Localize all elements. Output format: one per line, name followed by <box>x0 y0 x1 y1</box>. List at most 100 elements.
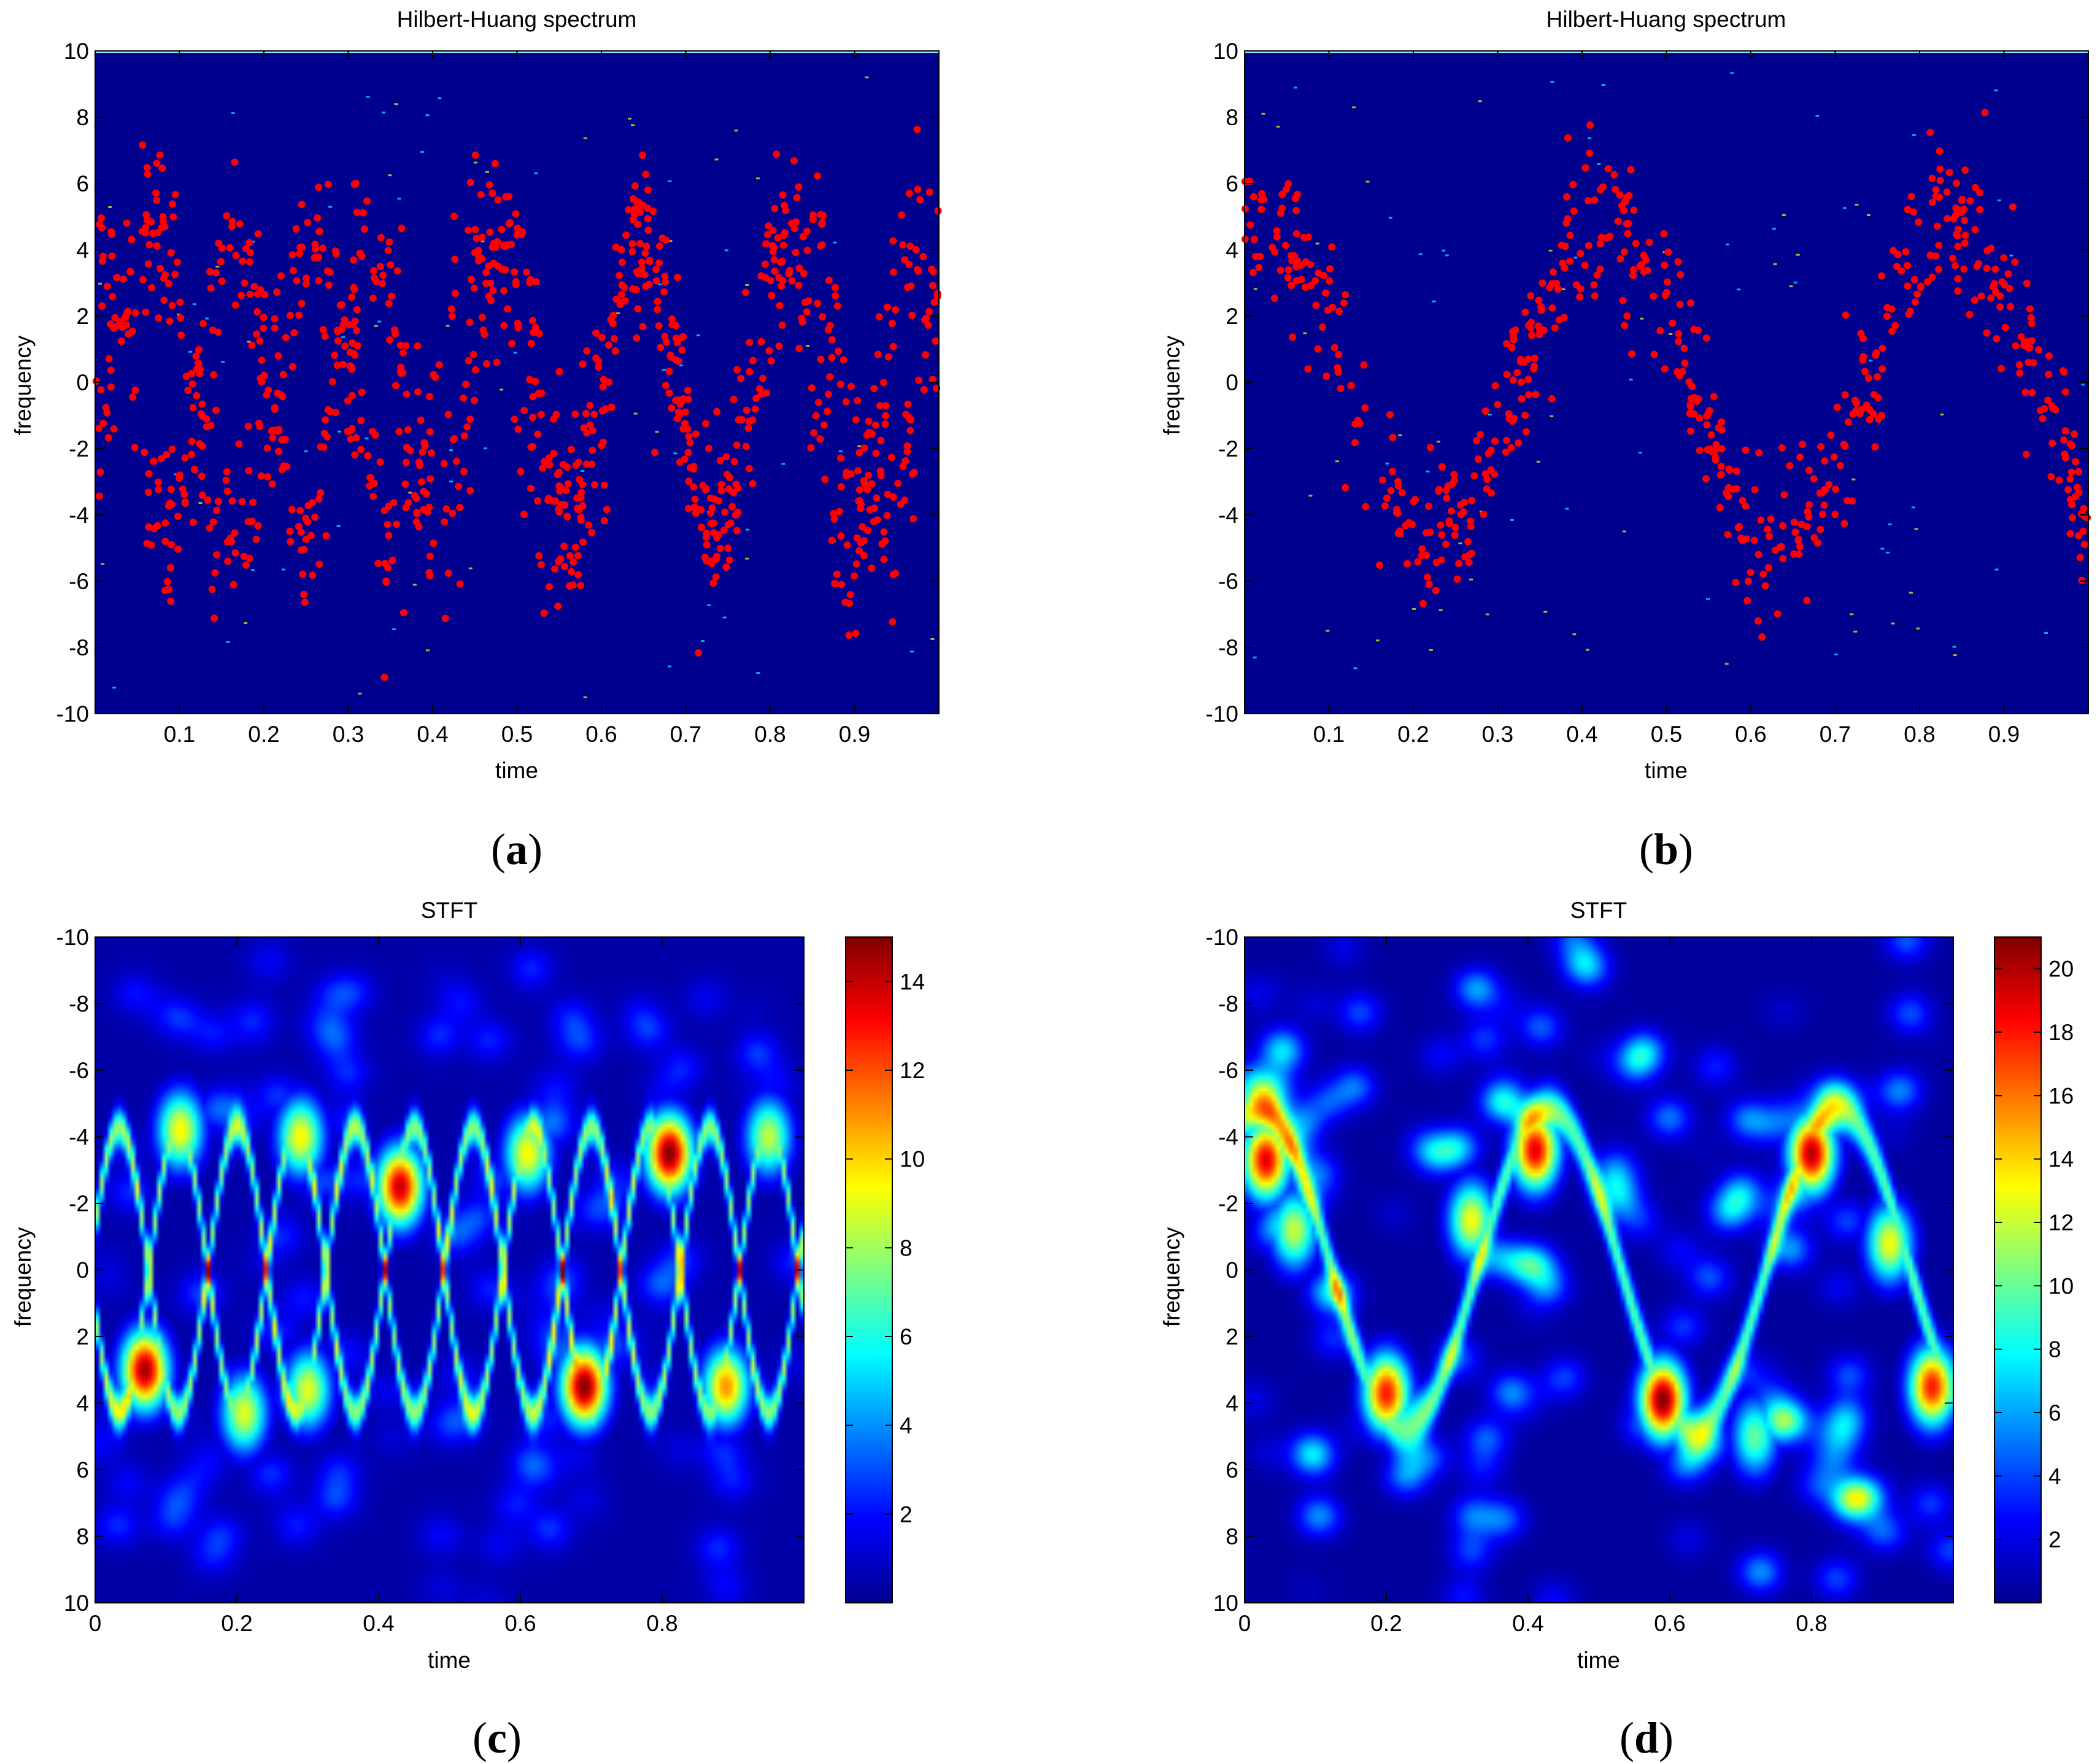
scatter-point <box>1505 410 1513 418</box>
scatter-point <box>586 421 594 429</box>
scatter-point <box>1926 128 1934 136</box>
spectrum-speckle <box>696 334 700 336</box>
scatter-point <box>832 284 839 291</box>
scatter-point <box>263 444 271 452</box>
scatter-point <box>279 371 287 379</box>
scatter-point <box>369 295 377 302</box>
scatter-point <box>638 258 646 266</box>
scatter-point <box>351 351 359 359</box>
scatter-point <box>1538 279 1546 287</box>
scatter-point <box>863 527 871 534</box>
scatter-point <box>641 249 649 257</box>
scatter-point <box>913 126 921 133</box>
scatter-point <box>198 473 206 480</box>
spectrum-speckle <box>374 325 378 327</box>
scatter-point <box>1518 395 1526 403</box>
colorbar-tick-label: 6 <box>2048 1400 2061 1425</box>
scatter-point <box>906 426 914 434</box>
scatter-point <box>419 448 427 456</box>
spectrum-speckle <box>1365 180 1370 183</box>
scatter-point <box>920 386 928 394</box>
scatter-point <box>1832 485 1840 493</box>
scatter-point <box>1289 333 1297 341</box>
scatter-point <box>2061 453 2069 461</box>
scatter-point <box>206 268 214 276</box>
scatter-point <box>1893 263 1901 271</box>
spectrum-speckle <box>655 431 659 433</box>
scatter-point <box>2005 285 2013 293</box>
scatter-point <box>1488 489 1495 497</box>
scatter-point <box>678 334 686 342</box>
scatter-point <box>582 460 590 468</box>
scatter-point <box>725 485 733 493</box>
scatter-point <box>195 345 203 353</box>
scatter-point <box>847 382 855 390</box>
scatter-point <box>903 447 911 455</box>
scatter-point <box>1830 453 1838 461</box>
y-tick-label: -4 <box>1218 1125 1238 1150</box>
scatter-point <box>2026 305 2034 313</box>
scatter-point <box>1851 396 1859 404</box>
spectrum-speckle <box>1638 452 1642 454</box>
scatter-point <box>231 549 239 557</box>
scatter-point <box>645 280 653 288</box>
scatter-point <box>519 228 527 236</box>
scatter-point <box>177 314 185 322</box>
scatter-point <box>628 240 636 248</box>
scatter-point <box>402 342 410 350</box>
spectrum-speckle <box>1438 609 1443 611</box>
scatter-point <box>1260 195 1268 203</box>
scatter-point <box>1612 185 1619 193</box>
scatter-point <box>1474 455 1482 463</box>
scatter-point <box>846 591 854 599</box>
scatter-point <box>906 242 914 250</box>
scatter-point <box>610 334 618 342</box>
spectrum-speckle <box>188 350 193 353</box>
y-tick-label: 6 <box>1226 1457 1238 1483</box>
scatter-point <box>514 324 522 332</box>
scatter-point <box>673 415 681 423</box>
scatter-point <box>268 427 276 434</box>
scatter-point <box>674 357 682 365</box>
scatter-point <box>1932 252 1940 260</box>
scatter-point <box>428 449 435 457</box>
scatter-point <box>603 506 611 514</box>
spectrum-speckle <box>425 114 430 117</box>
scatter-point <box>1856 410 1864 418</box>
colorbar-tick-label: 2 <box>900 1502 913 1527</box>
panel-label-a-close: ) <box>528 825 542 874</box>
scatter-point <box>1629 266 1637 274</box>
scatter-point <box>304 518 312 526</box>
scatter-point <box>546 583 553 591</box>
scatter-point <box>1661 365 1669 373</box>
scatter-point <box>552 497 560 505</box>
scatter-point <box>1926 252 1934 260</box>
scatter-point <box>842 398 850 406</box>
scatter-point <box>889 268 897 276</box>
scatter-point <box>1591 292 1599 300</box>
scatter-point <box>592 329 600 337</box>
scatter-point <box>320 443 328 451</box>
scatter-point <box>1534 322 1542 330</box>
scatter-point <box>304 218 312 226</box>
spectrum-speckle <box>1308 495 1313 497</box>
scatter-point <box>1891 322 1899 330</box>
scatter-point <box>189 519 197 527</box>
scatter-point <box>1794 537 1802 545</box>
scatter-point <box>1983 329 1991 337</box>
scatter-point <box>868 565 876 572</box>
spectrum-speckle <box>366 96 370 98</box>
scatter-point <box>538 561 545 569</box>
scatter-point <box>176 298 184 306</box>
scatter-point <box>1570 207 1578 215</box>
scatter-point <box>876 402 884 410</box>
scatter-point <box>336 301 344 309</box>
scatter-point <box>167 249 175 257</box>
y-tick-label: 4 <box>76 237 89 263</box>
scatter-point <box>384 247 392 255</box>
stft-heatmap <box>95 937 804 1603</box>
scatter-point <box>245 239 253 247</box>
scatter-point <box>1361 404 1369 412</box>
scatter-point <box>707 494 715 502</box>
scatter-point <box>1958 196 1966 204</box>
